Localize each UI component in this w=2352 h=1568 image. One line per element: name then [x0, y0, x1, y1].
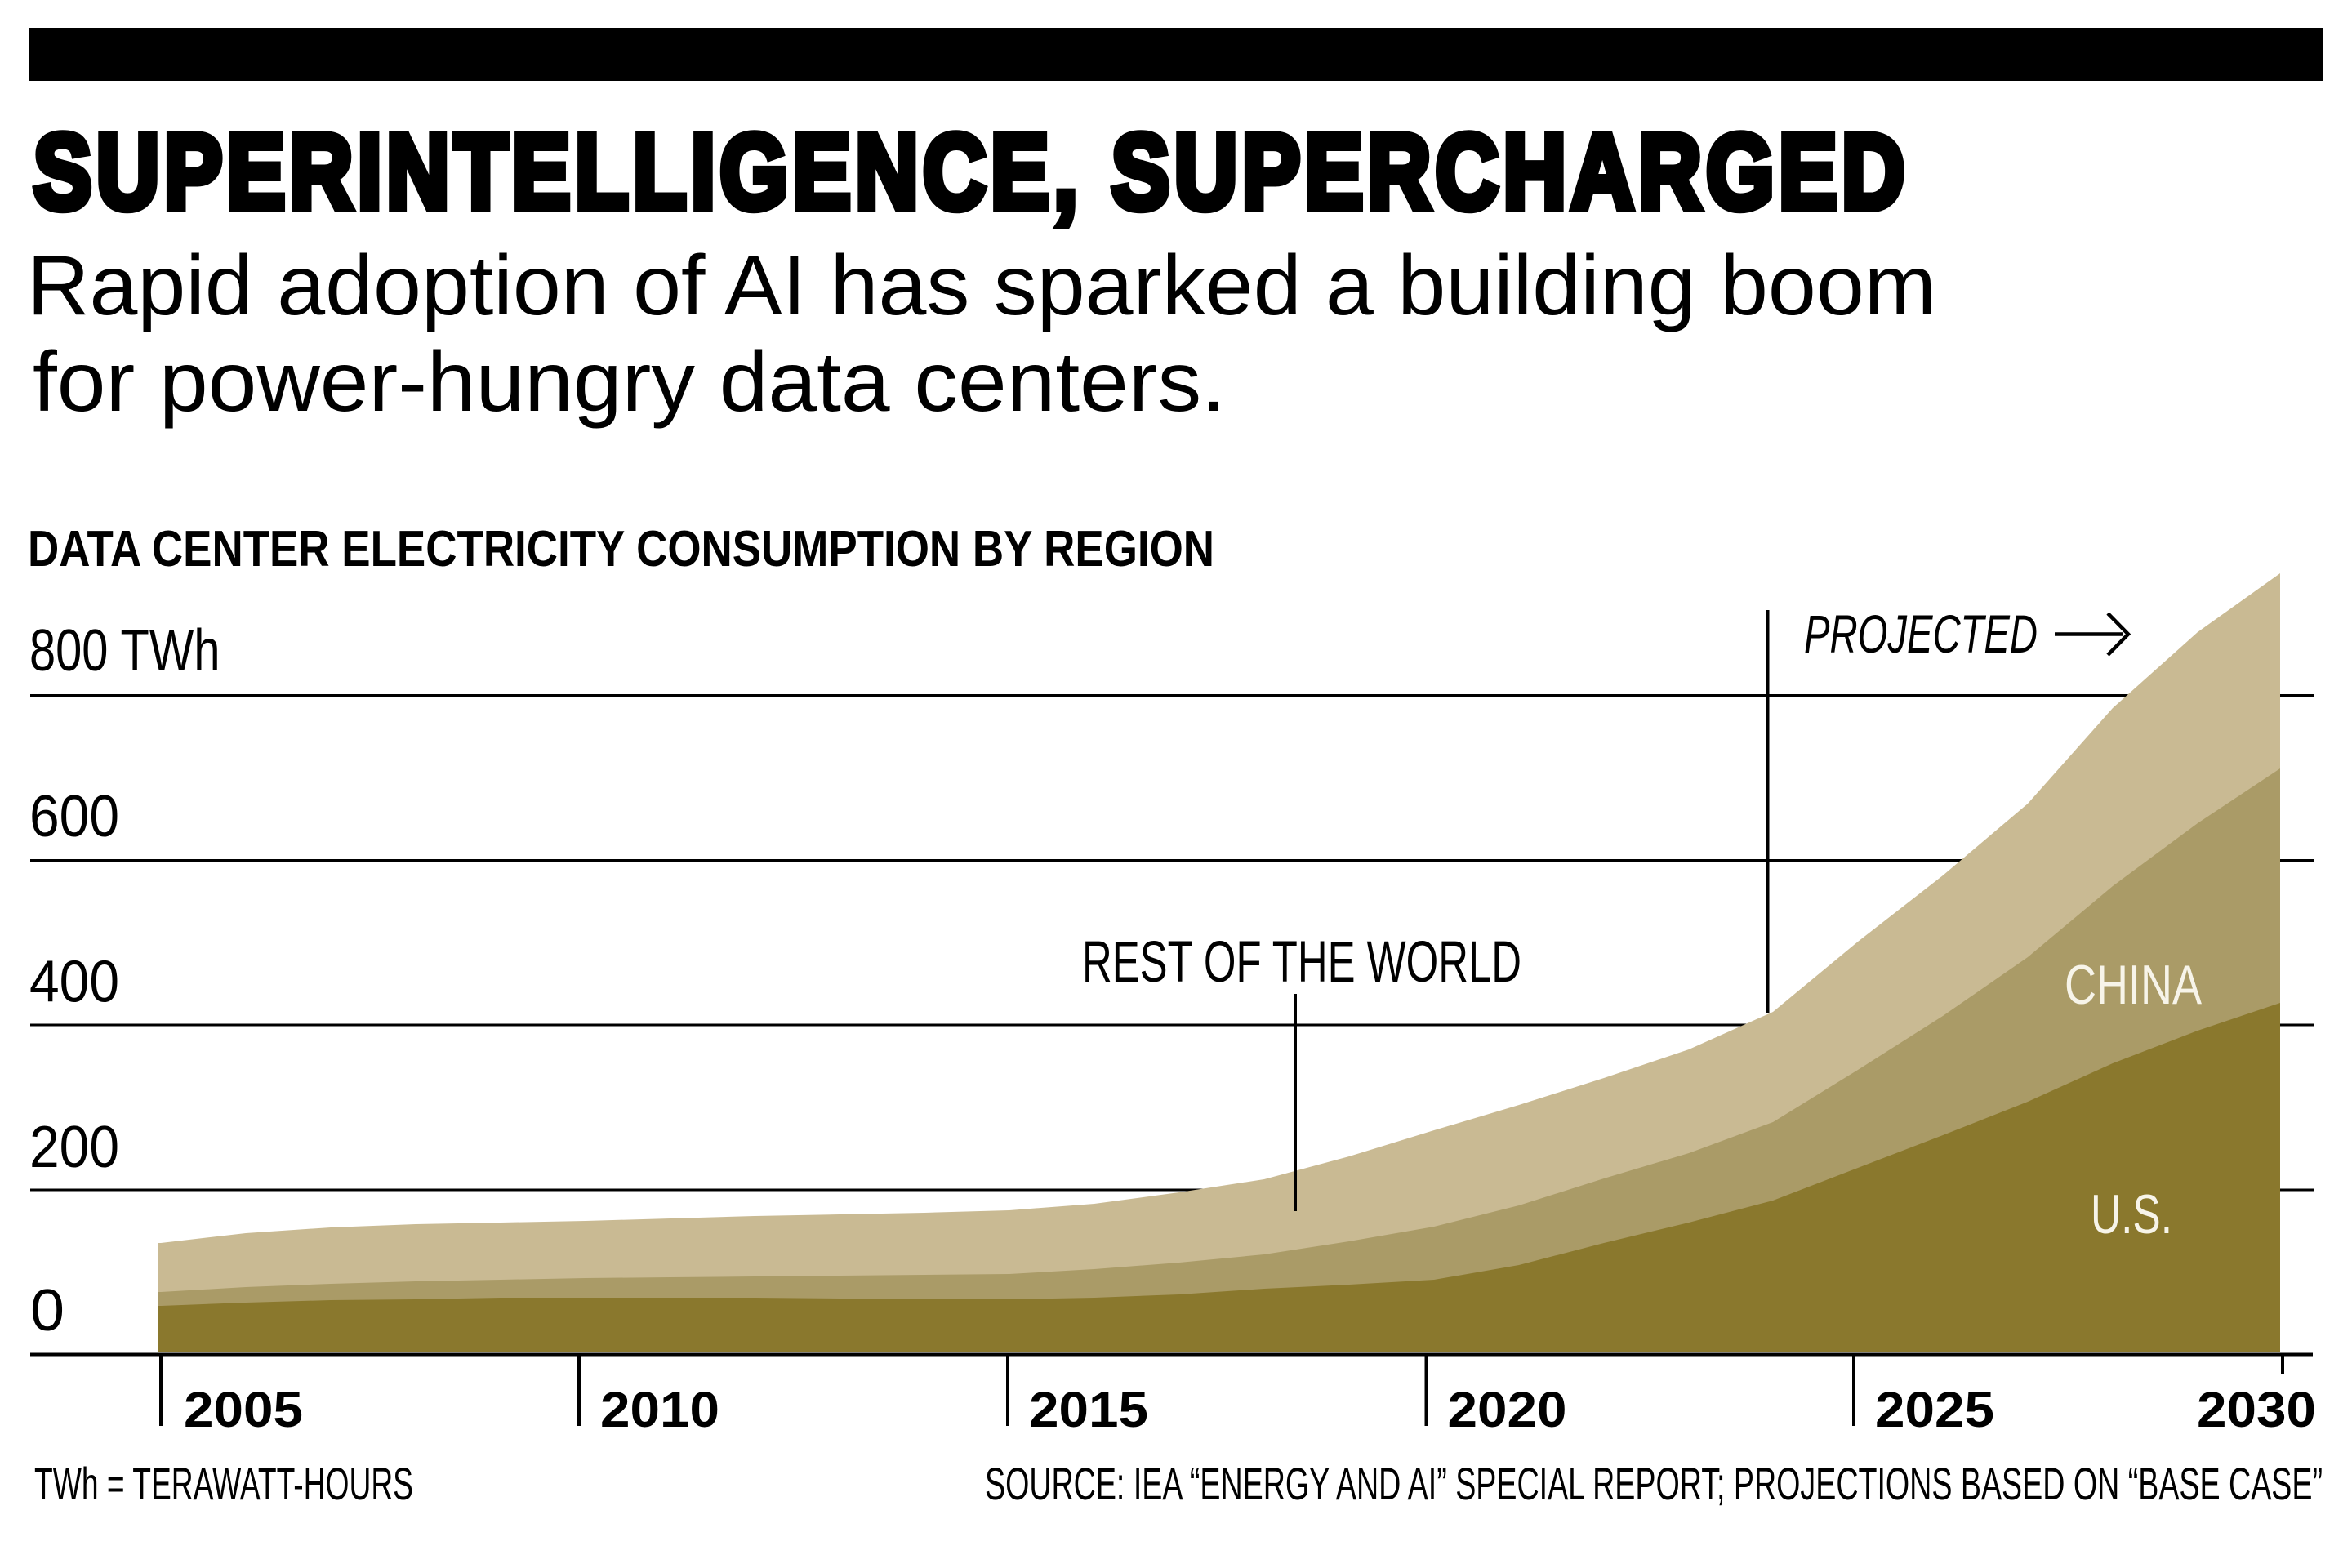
- svg-text:Rapid adoption of AI has spark: Rapid adoption of AI has sparked a build…: [27, 238, 1936, 333]
- svg-text:CHINA: CHINA: [2065, 954, 2203, 1016]
- svg-text:0: 0: [30, 1278, 65, 1343]
- svg-text:REST OF THE WORLD: REST OF THE WORLD: [1082, 930, 1521, 995]
- svg-text:600: 600: [29, 784, 119, 849]
- svg-text:2020: 2020: [1448, 1382, 1567, 1437]
- svg-text:2005: 2005: [184, 1382, 303, 1437]
- svg-text:DATA CENTER ELECTRICITY CONSUM: DATA CENTER ELECTRICITY CONSUMPTION BY R…: [28, 521, 1214, 577]
- svg-text:SOURCE: IEA “ENERGY AND AI” SP: SOURCE: IEA “ENERGY AND AI” SPECIAL REPO…: [985, 1458, 2323, 1509]
- svg-text:for power-hungry data centers.: for power-hungry data centers.: [33, 335, 1226, 430]
- svg-text:2025: 2025: [1875, 1382, 1994, 1437]
- svg-text:2010: 2010: [600, 1382, 719, 1437]
- svg-text:800 TWh: 800 TWh: [29, 618, 220, 684]
- svg-text:TWh = TERAWATT-HOURS: TWh = TERAWATT-HOURS: [34, 1458, 413, 1509]
- svg-text:2015: 2015: [1029, 1382, 1148, 1437]
- svg-text:200: 200: [29, 1115, 119, 1180]
- svg-text:2030: 2030: [2197, 1382, 2316, 1437]
- svg-text:SUPERINTELLIGENCE, SUPERCHARGE: SUPERINTELLIGENCE, SUPERCHARGED: [33, 112, 1909, 231]
- svg-text:400: 400: [29, 950, 119, 1015]
- svg-text:U.S.: U.S.: [2091, 1183, 2172, 1245]
- svg-text:PROJECTED: PROJECTED: [1804, 604, 2038, 664]
